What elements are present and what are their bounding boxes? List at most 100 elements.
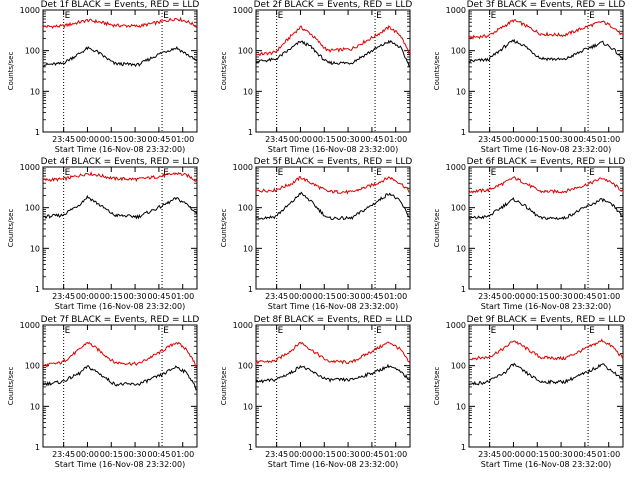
x-tick-label: 00:30: [337, 292, 360, 301]
y-tick-label: 10: [30, 402, 40, 411]
x-tick-label: 00:00: [76, 450, 99, 459]
x-tick-label: 01:00: [597, 450, 620, 459]
events-series-line: [255, 191, 411, 221]
event-marker-label: E: [491, 168, 497, 178]
lld-series-line: [255, 25, 411, 57]
x-tick-label: 00:15: [313, 135, 336, 144]
lld-series-line: [42, 170, 198, 183]
x-axis-label: Start Time (16-Nov-08 23:32:00): [55, 302, 185, 311]
y-tick-label: 1: [461, 285, 466, 294]
x-tick-label: 00:30: [550, 292, 573, 301]
x-tick-label: 01:00: [384, 135, 407, 144]
panel-title: Det 1f BLACK = Events, RED = LLD: [41, 0, 200, 10]
event-marker-label: E: [65, 168, 71, 178]
x-tick-label: 00:45: [573, 450, 596, 459]
y-axis-label: Counts/sec: [7, 52, 15, 91]
y-tick-label: 1: [248, 443, 253, 452]
panel-5: Det 5f BLACK = Events, RED = LLD 1 10 100 10…: [220, 157, 412, 311]
lld-series-line: [255, 176, 411, 195]
y-tick-label: 1000: [233, 6, 253, 15]
x-tick-label: 00:15: [526, 292, 549, 301]
panel-title: Det 8f BLACK = Events, RED = LLD: [254, 315, 413, 325]
axes-frame: [255, 324, 411, 448]
y-tick-label: 100: [25, 362, 40, 371]
event-marker-label: E: [589, 326, 595, 336]
panel-title: Det 7f BLACK = Events, RED = LLD: [41, 315, 200, 325]
x-axis-label: Start Time (16-Nov-08 23:32:00): [481, 302, 611, 311]
y-axis-label: Counts/sec: [433, 367, 441, 406]
x-tick-label: 00:45: [573, 292, 596, 301]
event-marker-label: E: [589, 11, 595, 21]
x-tick-label: 00:15: [100, 450, 123, 459]
lld-series-line: [255, 341, 411, 366]
x-tick-label: 01:00: [171, 450, 194, 459]
y-tick-label: 1: [35, 128, 40, 137]
y-axis-label: Counts/sec: [7, 367, 15, 406]
panel-7: Det 7f BLACK = Events, RED = LLD 1 10 100 10…: [7, 315, 199, 469]
panel-title: Det 4f BLACK = Events, RED = LLD: [41, 157, 200, 167]
x-tick-label: 00:15: [526, 450, 549, 459]
events-series-line: [42, 194, 198, 220]
y-tick-label: 10: [456, 87, 466, 96]
axes-frame: [255, 166, 411, 290]
x-tick-label: 00:15: [313, 292, 336, 301]
y-tick-label: 100: [25, 204, 40, 213]
event-marker-label: E: [163, 326, 169, 336]
lld-series-line: [468, 18, 624, 40]
y-tick-label: 10: [243, 87, 253, 96]
x-tick-label: 23:45: [478, 450, 501, 459]
events-series-line: [42, 365, 198, 391]
axes-frame: [255, 9, 411, 133]
events-series-line: [468, 362, 624, 386]
event-marker-label: E: [163, 11, 169, 21]
x-tick-label: 01:00: [384, 292, 407, 301]
y-tick-label: 1000: [233, 163, 253, 172]
panel-8: Det 8f BLACK = Events, RED = LLD 1 10 100 10…: [220, 315, 412, 469]
x-tick-label: 00:00: [289, 292, 312, 301]
x-tick-label: 00:30: [550, 450, 573, 459]
x-tick-label: 00:00: [502, 135, 525, 144]
x-tick-label: 23:45: [265, 450, 288, 459]
events-series-line: [255, 39, 411, 68]
y-tick-label: 1000: [20, 6, 40, 15]
lld-series-line: [42, 341, 198, 368]
y-tick-label: 1: [35, 443, 40, 452]
x-tick-label: 01:00: [171, 292, 194, 301]
y-tick-label: 1000: [20, 163, 40, 172]
y-tick-label: 1: [35, 285, 40, 294]
y-tick-label: 10: [456, 402, 466, 411]
x-axis-label: Start Time (16-Nov-08 23:32:00): [55, 145, 185, 154]
x-tick-label: 00:00: [502, 450, 525, 459]
x-tick-label: 23:45: [265, 135, 288, 144]
panel-2: Det 2f BLACK = Events, RED = LLD 1 10 100 10…: [220, 0, 412, 154]
x-tick-label: 23:45: [478, 135, 501, 144]
y-tick-label: 1: [461, 128, 466, 137]
axes-frame: [468, 166, 624, 290]
axes-frame: [468, 9, 624, 133]
y-tick-label: 10: [243, 402, 253, 411]
lld-series-line: [42, 16, 198, 30]
panel-3: Det 3f BLACK = Events, RED = LLD 1 10 100 10…: [433, 0, 625, 154]
x-tick-label: 23:45: [265, 292, 288, 301]
x-axis-label: Start Time (16-Nov-08 23:32:00): [55, 460, 185, 469]
panel-4: Det 4f BLACK = Events, RED = LLD 1 10 100 10…: [7, 157, 199, 311]
x-tick-label: 01:00: [597, 135, 620, 144]
panel-title: Det 9f BLACK = Events, RED = LLD: [467, 315, 626, 325]
y-axis-label: Counts/sec: [433, 52, 441, 91]
x-tick-label: 00:45: [147, 292, 170, 301]
event-marker-label: E: [376, 168, 382, 178]
x-axis-label: Start Time (16-Nov-08 23:32:00): [268, 302, 398, 311]
x-tick-label: 00:15: [313, 450, 336, 459]
event-marker-label: E: [589, 168, 595, 178]
y-tick-label: 100: [238, 362, 253, 371]
y-tick-label: 1: [248, 128, 253, 137]
y-tick-label: 1000: [233, 321, 253, 330]
event-marker-label: E: [65, 11, 71, 21]
x-tick-label: 00:00: [289, 450, 312, 459]
panel-title: Det 5f BLACK = Events, RED = LLD: [254, 157, 413, 167]
x-tick-label: 00:00: [289, 135, 312, 144]
event-marker-label: E: [278, 168, 284, 178]
axes-frame: [42, 166, 198, 290]
x-tick-label: 00:45: [360, 450, 383, 459]
